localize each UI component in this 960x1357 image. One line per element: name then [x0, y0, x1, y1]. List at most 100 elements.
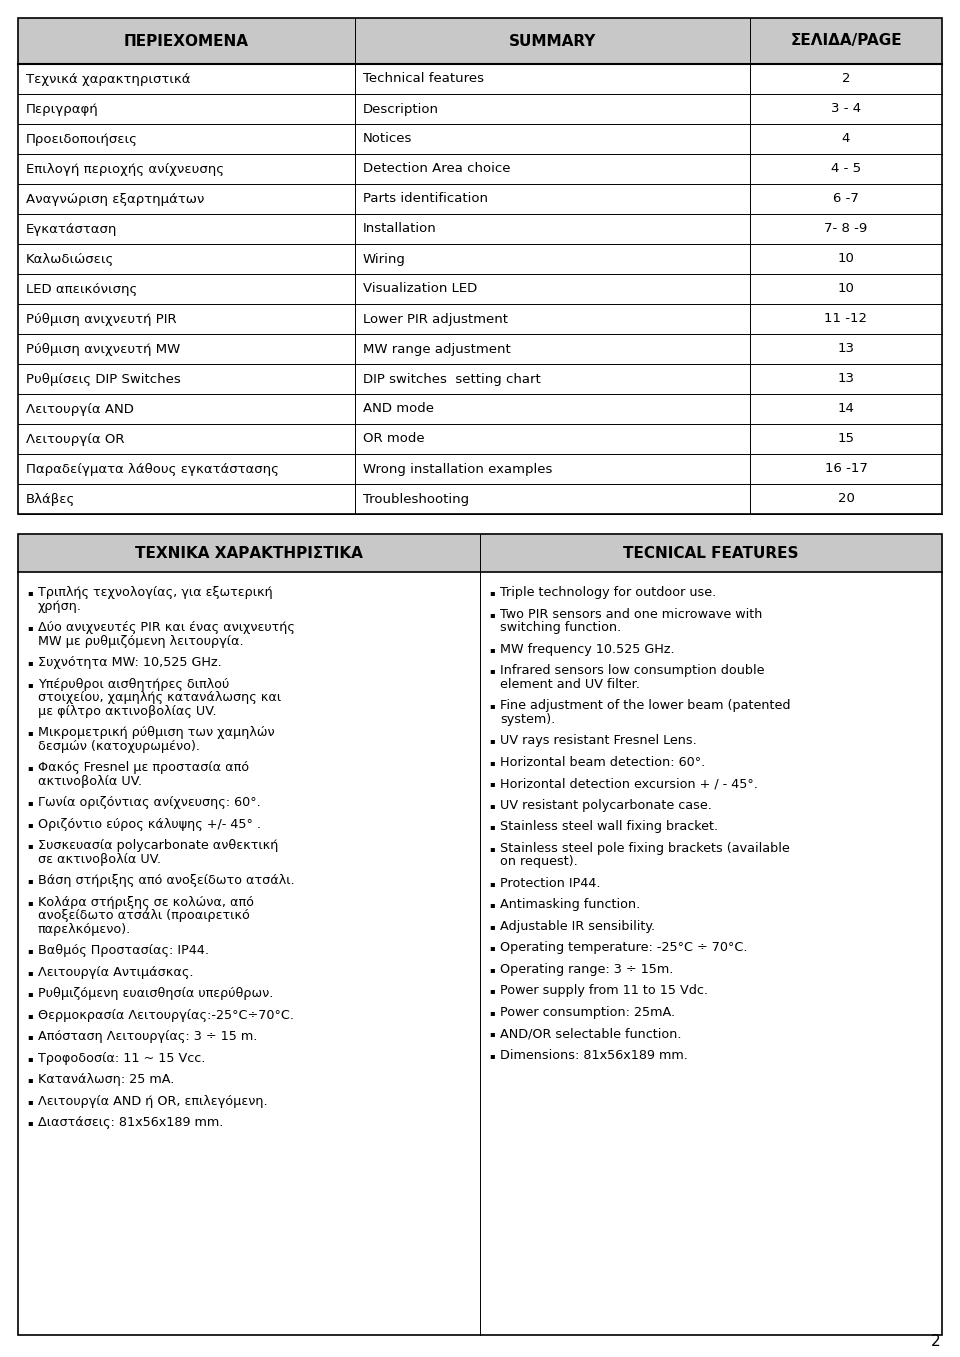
Bar — [18, 18, 942, 64]
Text: 13: 13 — [837, 373, 854, 385]
Text: Ρυθμιζόμενη ευαισθησία υπερύθρων.: Ρυθμιζόμενη ευαισθησία υπερύθρων. — [38, 988, 274, 1000]
Text: ▪: ▪ — [489, 1029, 494, 1038]
Text: ▪: ▪ — [489, 702, 494, 710]
Text: Ρυθμίσεις DIP Switches: Ρυθμίσεις DIP Switches — [26, 373, 180, 385]
Text: δεσμών (κατοχυρωμένο).: δεσμών (κατοχυρωμένο). — [38, 740, 200, 753]
Text: ▪: ▪ — [27, 763, 33, 772]
Text: Installation: Installation — [363, 223, 437, 236]
Text: Αναγνώριση εξαρτημάτων: Αναγνώριση εξαρτημάτων — [26, 193, 204, 205]
Text: TECNICAL FEATURES: TECNICAL FEATURES — [623, 546, 799, 560]
Text: on request).: on request). — [500, 855, 578, 868]
Text: ▪: ▪ — [27, 898, 33, 906]
Text: ▪: ▪ — [489, 737, 494, 745]
Text: LED απεικόνισης: LED απεικόνισης — [26, 282, 137, 296]
Text: 14: 14 — [837, 403, 854, 415]
Text: Τριπλής τεχνολογίας, για εξωτερική: Τριπλής τεχνολογίας, για εξωτερική — [38, 586, 273, 600]
Text: Stainless steel pole fixing brackets (available: Stainless steel pole fixing brackets (av… — [500, 841, 790, 855]
Text: Εγκατάσταση: Εγκατάσταση — [26, 223, 117, 236]
Text: Μικρομετρική ρύθμιση των χαμηλών: Μικρομετρική ρύθμιση των χαμηλών — [38, 726, 275, 740]
Text: 6 -7: 6 -7 — [833, 193, 859, 205]
Text: MW με ρυθμιζόμενη λειτουργία.: MW με ρυθμιζόμενη λειτουργία. — [38, 635, 244, 647]
Text: Triple technology for outdoor use.: Triple technology for outdoor use. — [500, 586, 716, 600]
Text: ▪: ▪ — [27, 623, 33, 632]
Text: ▪: ▪ — [489, 943, 494, 953]
Text: ▪: ▪ — [489, 666, 494, 676]
Text: DIP switches  setting chart: DIP switches setting chart — [363, 373, 540, 385]
Text: 10: 10 — [837, 252, 854, 266]
Text: ▪: ▪ — [27, 989, 33, 999]
Text: Γωνία οριζόντιας ανίχνευσης: 60°.: Γωνία οριζόντιας ανίχνευσης: 60°. — [38, 797, 261, 809]
Text: Protection IP44.: Protection IP44. — [500, 877, 601, 890]
Text: ▪: ▪ — [489, 609, 494, 619]
Text: ▪: ▪ — [27, 1118, 33, 1128]
Text: Φακός Fresnel με προστασία από: Φακός Fresnel με προστασία από — [38, 761, 250, 775]
Text: ▪: ▪ — [27, 680, 33, 689]
Text: OR mode: OR mode — [363, 433, 424, 445]
Text: AND mode: AND mode — [363, 403, 434, 415]
Text: Detection Area choice: Detection Area choice — [363, 163, 511, 175]
Text: Οριζόντιο εύρος κάλυψης +/- 45° .: Οριζόντιο εύρος κάλυψης +/- 45° . — [38, 818, 261, 830]
Text: ▪: ▪ — [489, 844, 494, 852]
Text: ▪: ▪ — [489, 879, 494, 887]
Text: Two PIR sensors and one microwave with: Two PIR sensors and one microwave with — [500, 608, 762, 620]
Text: ▪: ▪ — [489, 900, 494, 909]
Text: χρήση.: χρήση. — [38, 600, 82, 613]
Text: element and UV filter.: element and UV filter. — [500, 677, 640, 691]
Text: ▪: ▪ — [27, 841, 33, 851]
Text: Καλωδιώσεις: Καλωδιώσεις — [26, 252, 114, 266]
Text: σε ακτινοβολία UV.: σε ακτινοβολία UV. — [38, 852, 161, 866]
Text: Δύο ανιχνευτές PIR και ένας ανιχνευτής: Δύο ανιχνευτές PIR και ένας ανιχνευτής — [38, 622, 295, 634]
Text: Τροφοδοσία: 11 ~ 15 Vcc.: Τροφοδοσία: 11 ~ 15 Vcc. — [38, 1052, 205, 1065]
Text: Συχνότητα MW: 10,525 GHz.: Συχνότητα MW: 10,525 GHz. — [38, 657, 222, 669]
Text: Θερμοκρασία Λειτουργίας:-25°C÷70°C.: Θερμοκρασία Λειτουργίας:-25°C÷70°C. — [38, 1008, 294, 1022]
Text: Κατανάλωση: 25 mA.: Κατανάλωση: 25 mA. — [38, 1073, 175, 1086]
Text: MW range adjustment: MW range adjustment — [363, 342, 511, 356]
Text: Βάση στήριξης από ανοξείδωτο ατσάλι.: Βάση στήριξης από ανοξείδωτο ατσάλι. — [38, 874, 295, 887]
Text: Fine adjustment of the lower beam (patented: Fine adjustment of the lower beam (paten… — [500, 699, 790, 712]
Text: 2: 2 — [930, 1334, 940, 1349]
Text: ▪: ▪ — [489, 1050, 494, 1060]
Text: Lower PIR adjustment: Lower PIR adjustment — [363, 312, 508, 326]
Text: ▪: ▪ — [27, 1075, 33, 1084]
Text: ▪: ▪ — [27, 729, 33, 737]
Text: UV resistant polycarbonate case.: UV resistant polycarbonate case. — [500, 799, 712, 811]
Text: ▪: ▪ — [27, 968, 33, 977]
Text: ΣΕΛΙΔΑ/PAGE: ΣΕΛΙΔΑ/PAGE — [790, 34, 901, 49]
Text: ▪: ▪ — [489, 822, 494, 832]
Text: 13: 13 — [837, 342, 854, 356]
Text: ▪: ▪ — [27, 658, 33, 668]
Text: 4 - 5: 4 - 5 — [831, 163, 861, 175]
Text: Λειτουργία AND ή OR, επιλεγόμενη.: Λειτουργία AND ή OR, επιλεγόμενη. — [38, 1095, 268, 1107]
Text: Λειτουργία AND: Λειτουργία AND — [26, 403, 133, 415]
Text: ▪: ▪ — [27, 820, 33, 829]
Text: ▪: ▪ — [27, 1033, 33, 1041]
Text: Notices: Notices — [363, 133, 413, 145]
Text: ▪: ▪ — [489, 921, 494, 931]
Text: switching function.: switching function. — [500, 622, 621, 634]
Bar — [18, 18, 942, 514]
Text: MW frequency 10.525 GHz.: MW frequency 10.525 GHz. — [500, 643, 675, 655]
Text: 4: 4 — [842, 133, 851, 145]
Text: ▪: ▪ — [27, 877, 33, 885]
Text: Τεχνικά χαρακτηριστικά: Τεχνικά χαρακτηριστικά — [26, 72, 190, 85]
Text: AND/OR selectable function.: AND/OR selectable function. — [500, 1027, 682, 1041]
Text: ▪: ▪ — [489, 987, 494, 995]
Text: ▪: ▪ — [27, 946, 33, 955]
Text: ΠΕΡΙΕΧΟΜΕΝΑ: ΠΕΡΙΕΧΟΜΕΝΑ — [124, 34, 249, 49]
Text: system).: system). — [500, 712, 555, 726]
Text: ▪: ▪ — [489, 588, 494, 597]
Text: Horizontal detection excursion + / - 45°.: Horizontal detection excursion + / - 45°… — [500, 778, 757, 790]
Text: ανοξείδωτο ατσάλι (προαιρετικό: ανοξείδωτο ατσάλι (προαιρετικό — [38, 909, 250, 923]
Bar — [18, 535, 942, 1335]
Text: ▪: ▪ — [489, 801, 494, 810]
Text: 16 -17: 16 -17 — [825, 463, 868, 475]
Text: Description: Description — [363, 103, 439, 115]
Text: Περιγραφή: Περιγραφή — [26, 103, 99, 115]
Text: Ρύθμιση ανιχνευτή MW: Ρύθμιση ανιχνευτή MW — [26, 342, 180, 356]
Text: Συσκευασία polycarbonate ανθεκτική: Συσκευασία polycarbonate ανθεκτική — [38, 839, 278, 852]
Text: Λειτουργία OR: Λειτουργία OR — [26, 433, 125, 445]
Text: Διαστάσεις: 81x56x189 mm.: Διαστάσεις: 81x56x189 mm. — [38, 1117, 224, 1129]
Text: ▪: ▪ — [27, 1096, 33, 1106]
Text: Antimasking function.: Antimasking function. — [500, 898, 640, 912]
Text: 20: 20 — [837, 493, 854, 506]
